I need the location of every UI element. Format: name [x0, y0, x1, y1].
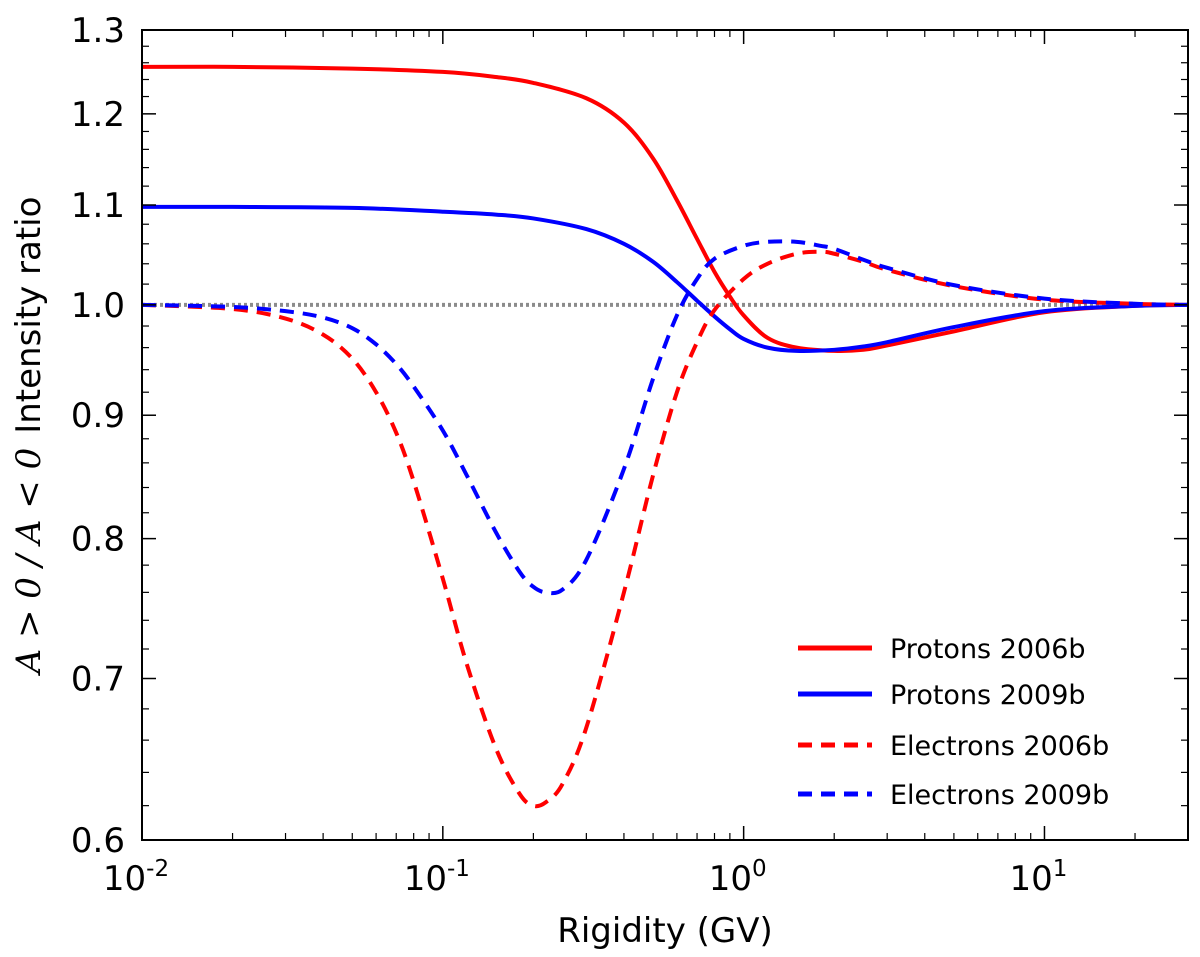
x-tick-label: 10-2 [103, 856, 169, 899]
y-tick-label: 0.8 [71, 520, 125, 560]
x-tick-label: 10-1 [404, 856, 470, 899]
x-tick-exponent: 1 [1053, 856, 1068, 882]
y-tick-label: 1.1 [71, 186, 125, 226]
x-axis-title: Rigidity (GV) [557, 911, 773, 951]
x-tick-base: 10 [404, 859, 447, 899]
legend-label-protons-2009b: Protons 2009b [890, 680, 1086, 711]
x-tick-exponent: -1 [447, 856, 470, 882]
y-tick-label: 0.9 [71, 396, 125, 436]
x-tick-exponent: 0 [752, 856, 767, 882]
y-tick-label: 0.6 [71, 821, 125, 861]
y-axis-title-suffix: Intensity ratio [9, 197, 49, 434]
x-tick-base: 10 [709, 859, 752, 899]
x-tick-base: 10 [1010, 859, 1053, 899]
legend-label-electrons-2006b: Electrons 2006b [890, 731, 1109, 762]
legend: Protons 2006b Protons 2009b Electrons 2006… [798, 634, 1109, 811]
legend-label-protons-2006b: Protons 2006b [890, 634, 1086, 665]
series-line-protons-2006b [141, 64, 1189, 354]
y-tick-label: 1.3 [71, 11, 125, 51]
plot-frame [141, 29, 1189, 841]
legend-label-electrons-2009b: Electrons 2009b [890, 780, 1109, 811]
x-tick-base: 10 [103, 859, 146, 899]
y-tick-label: 0.7 [71, 660, 125, 700]
y-tick-label: 1.2 [71, 95, 125, 135]
y-tick-label: 1.0 [71, 286, 125, 326]
x-tick-label: 100 [709, 856, 767, 899]
x-tick-exponent: -2 [146, 856, 169, 882]
x-tick-label: 101 [1010, 856, 1068, 899]
series-line-electrons-2009b [141, 239, 1189, 596]
series-line-electrons-2006b [141, 249, 1189, 809]
series-line-protons-2009b [141, 204, 1189, 353]
y-axis-title-prefix: A > 0 / A < 0 [9, 448, 49, 677]
y-axis-title: A > 0 / A < 0 Intensity ratio [9, 197, 49, 677]
